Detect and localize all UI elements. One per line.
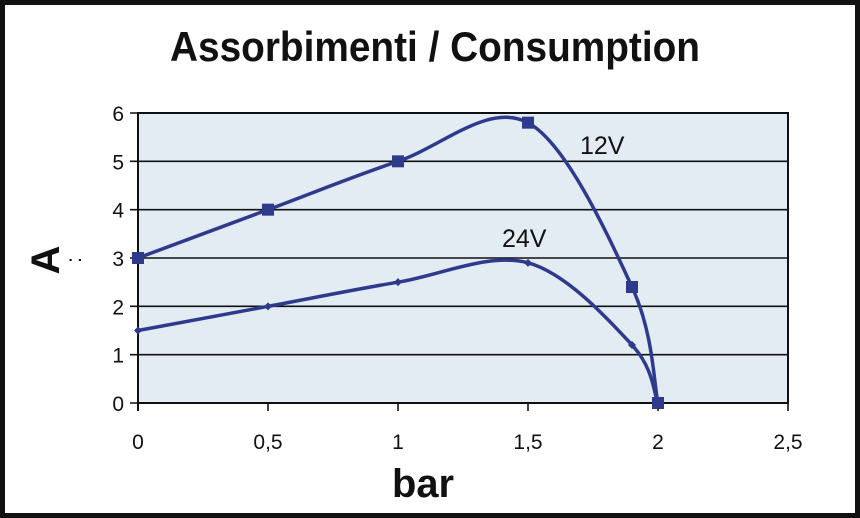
data-point-12v [262,203,274,216]
x-tick-label: 1 [392,431,404,454]
series-label-24v: 24V [502,225,547,253]
chart-svg: 0 1 2 3 4 5 6 0 0,5 1 1,5 2 2,5 Assorbimenti / Consu… [24,23,803,506]
x-tick-label: 2 [652,431,664,454]
data-point-24v [524,258,532,267]
series-label-12v: 12V [580,132,625,160]
y-tick-label: 1 [112,345,124,368]
data-point-12v [132,252,144,264]
series-line-12v [137,115,660,404]
data-point-24v [628,341,636,349]
data-point-12v [522,116,534,129]
data-point-24v [134,326,142,335]
x-tick-label: 0,5 [253,431,282,454]
y-tick-label: 4 [112,200,124,223]
x-tick-label: 1,5 [513,431,542,454]
data-point-24v [654,399,662,407]
chart-title: Assorbimenti / Consumption [170,23,700,70]
y-axis-label-suffix: : [63,257,86,263]
x-tick-label: 0 [132,431,144,454]
y-axis-label: A [24,246,68,275]
y-tick-label: 2 [112,296,124,319]
x-tick-label: 2,5 [773,431,802,454]
data-point-24v [394,278,402,287]
data-point-12v [392,155,404,168]
data-point-24v [264,302,272,311]
x-axis-label: bar [392,462,454,506]
y-tick-label: 0 [112,393,124,416]
y-tick-label: 3 [112,248,124,271]
data-point-12v [626,281,638,293]
y-tick-label: 6 [112,103,124,126]
y-tick-label: 5 [112,151,124,174]
